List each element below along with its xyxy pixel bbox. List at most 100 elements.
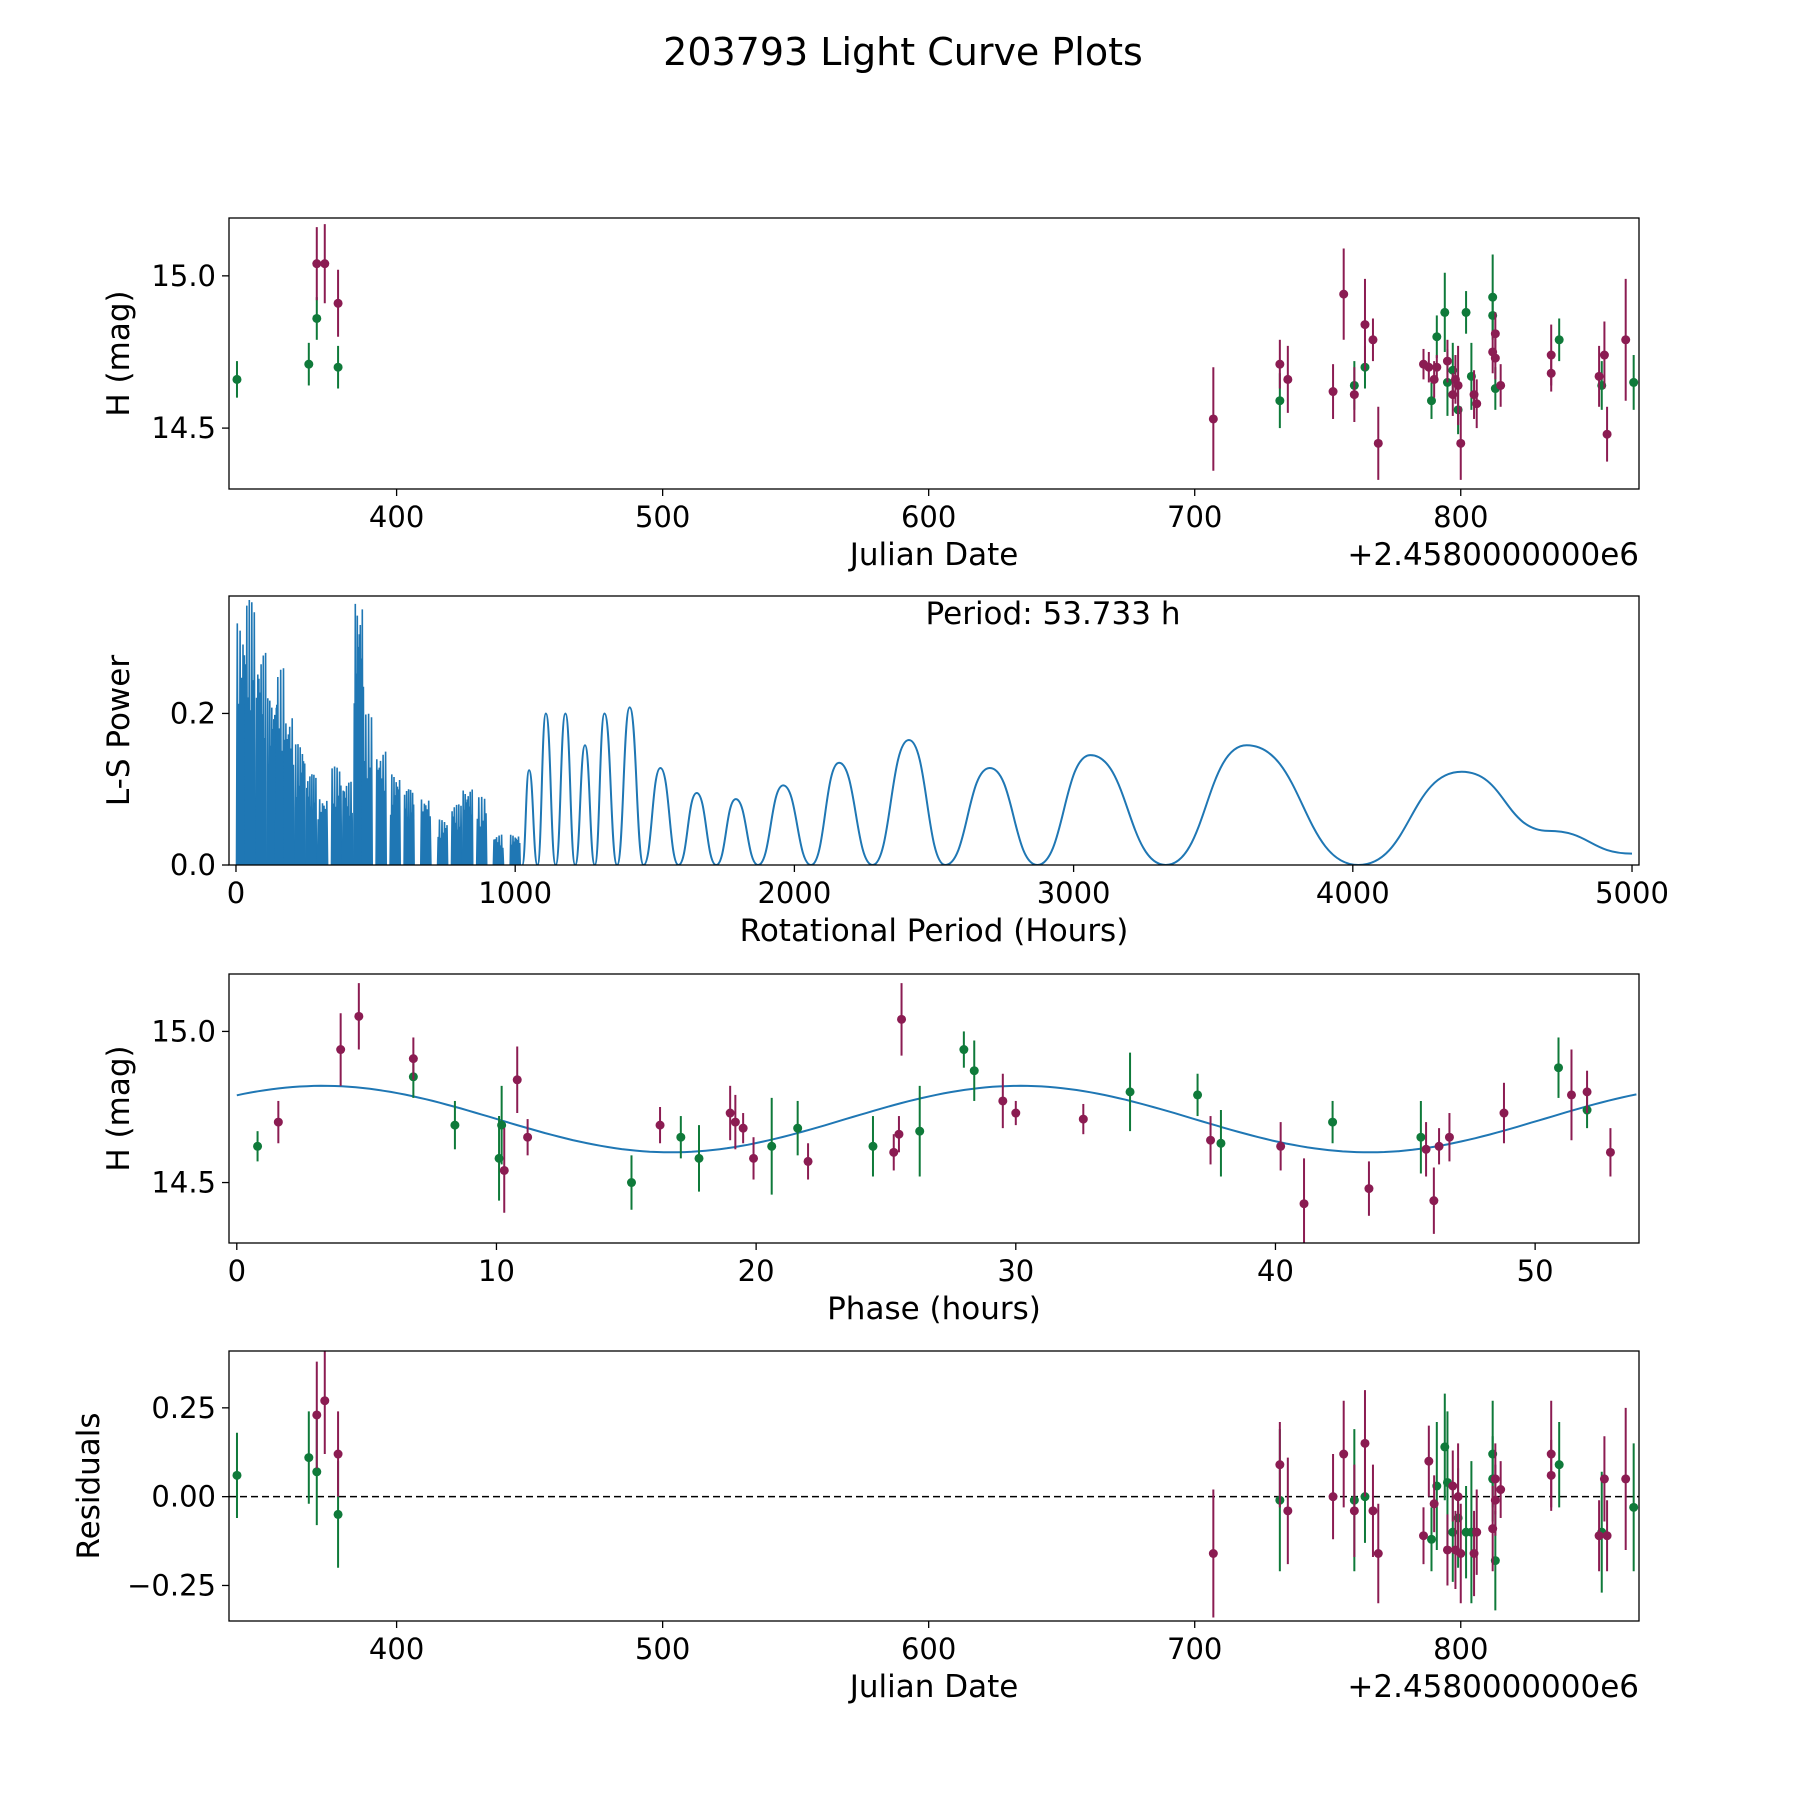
maroon-data-point: [1594, 371, 1604, 381]
maroon-data-point: [1429, 1196, 1439, 1206]
short-period-noise-peak: [436, 819, 449, 865]
maroon-data-point: [333, 1449, 343, 1459]
maroon-data-point: [1299, 1199, 1309, 1209]
short-period-noise-peak: [353, 603, 365, 865]
short-period-noise-peak: [475, 796, 488, 865]
x-tick-label: 0: [228, 1254, 246, 1288]
maroon-data-point: [1472, 399, 1482, 409]
maroon-data-point: [1453, 1492, 1463, 1502]
maroon-data-point: [523, 1132, 533, 1142]
residuals-plot: 400 500 600 700 800 0.25 0.00 −0.25 Julian Date R…: [71, 1350, 1640, 1705]
maroon-data-point: [897, 1014, 907, 1024]
maroon-data-point: [1328, 1492, 1338, 1502]
green-data-point: [1432, 332, 1442, 342]
green-data-point: [1193, 1090, 1203, 1100]
short-period-noise-peak: [361, 713, 373, 865]
maroon-data-point: [894, 1129, 904, 1139]
maroon-data-point: [655, 1120, 665, 1130]
maroon-data-point: [1429, 1499, 1439, 1509]
green-data-point: [232, 1470, 242, 1480]
plot-data: [235, 599, 1633, 865]
short-period-noise-peak: [330, 766, 343, 865]
green-data-point: [304, 359, 314, 369]
fitted-model-curve: [236, 1084, 1637, 1154]
x-tick-label: 5000: [1595, 876, 1669, 910]
axis-offset-label: +2.4580000000e6: [1347, 537, 1639, 573]
periodogram-plot: 0 1000 2000 3000 4000 5000 0.0 0.2 Rotational Pe…: [101, 595, 1669, 949]
green-data-point: [333, 1509, 343, 1519]
maroon-data-point: [803, 1156, 813, 1166]
green-data-point: [1426, 1534, 1436, 1544]
maroon-data-point: [1424, 362, 1434, 372]
x-tick-label: 600: [901, 500, 956, 534]
maroon-data-point: [1582, 1087, 1592, 1097]
y-tick-label: 15.0: [151, 1014, 216, 1048]
maroon-data-point: [1421, 1144, 1431, 1154]
maroon-data-point: [1275, 359, 1285, 369]
maroon-data-point: [1339, 289, 1349, 299]
green-data-point: [304, 1453, 314, 1463]
maroon-data-point: [1349, 1506, 1359, 1516]
x-tick-label: 800: [1433, 1632, 1488, 1666]
light-curve-plot: 400 500 600 700 800 14.5 15.0 Julian Date H (mag…: [101, 217, 1640, 573]
maroon-data-point: [1490, 353, 1500, 363]
x-tick-label: 3000: [1037, 876, 1111, 910]
x-axis-label: Julian Date: [848, 537, 1019, 573]
x-tick-label: 600: [901, 1632, 956, 1666]
maroon-data-point: [1444, 1132, 1454, 1142]
short-period-noise-peak: [375, 751, 387, 865]
green-data-point: [1629, 377, 1639, 387]
figure-title: 203793 Light Curve Plots: [663, 30, 1143, 74]
green-data-point: [868, 1141, 878, 1151]
maroon-data-point: [512, 1075, 522, 1085]
green-data-point: [1554, 1460, 1564, 1470]
maroon-data-point: [738, 1123, 748, 1133]
period-annotation: Period: 53.733 h: [926, 596, 1181, 632]
green-data-point: [1554, 335, 1564, 345]
maroon-data-point: [1496, 1485, 1506, 1495]
maroon-data-point: [1602, 1531, 1612, 1541]
short-period-noise-peak: [255, 652, 267, 865]
green-data-point: [1125, 1087, 1135, 1097]
short-period-noise-peak: [294, 744, 306, 865]
maroon-data-point: [1472, 1527, 1482, 1537]
maroon-data-point: [730, 1117, 740, 1127]
short-period-noise-peak: [274, 668, 287, 865]
periodogram-line: [521, 706, 1633, 865]
y-axis-label: L-S Power: [101, 655, 137, 806]
maroon-data-point: [1275, 1460, 1285, 1470]
maroon-data-point: [1011, 1108, 1021, 1118]
green-data-point: [1554, 1063, 1564, 1073]
maroon-data-point: [1605, 1147, 1615, 1157]
maroon-data-point: [1453, 380, 1463, 390]
maroon-data-point: [1602, 429, 1612, 439]
green-data-point: [1416, 1132, 1426, 1142]
x-tick-label: 0: [227, 876, 245, 910]
maroon-data-point: [1442, 356, 1452, 366]
maroon-data-point: [1594, 1531, 1604, 1541]
maroon-data-point: [312, 259, 322, 269]
maroon-data-point: [1496, 380, 1506, 390]
y-tick-label: 14.5: [151, 1166, 216, 1200]
axes-frame: [228, 217, 1640, 490]
maroon-data-point: [1283, 374, 1293, 384]
maroon-data-point: [312, 1410, 322, 1420]
short-period-noise-peak: [244, 599, 256, 865]
green-data-point: [676, 1132, 686, 1142]
green-data-point: [497, 1120, 507, 1130]
maroon-data-point: [1448, 1481, 1458, 1491]
phased-light-curve-plot: 0 10 20 30 40 50 14.5 15.0 Phase (hours) H (mag): [101, 973, 1640, 1327]
green-data-point: [333, 362, 343, 372]
y-tick-label: 0.2: [170, 696, 216, 730]
maroon-data-point: [1424, 1456, 1434, 1466]
y-axis-label: Residuals: [71, 1412, 107, 1559]
green-data-point: [232, 374, 242, 384]
maroon-data-point: [1490, 1495, 1500, 1505]
x-tick-label: 700: [1167, 500, 1222, 534]
axes-frame: [228, 1350, 1640, 1622]
x-axis-label: Rotational Period (Hours): [740, 913, 1129, 949]
short-period-noise-peak: [389, 774, 401, 865]
x-tick-label: 400: [369, 500, 424, 534]
maroon-data-point: [1490, 329, 1500, 339]
maroon-data-point: [499, 1165, 509, 1175]
